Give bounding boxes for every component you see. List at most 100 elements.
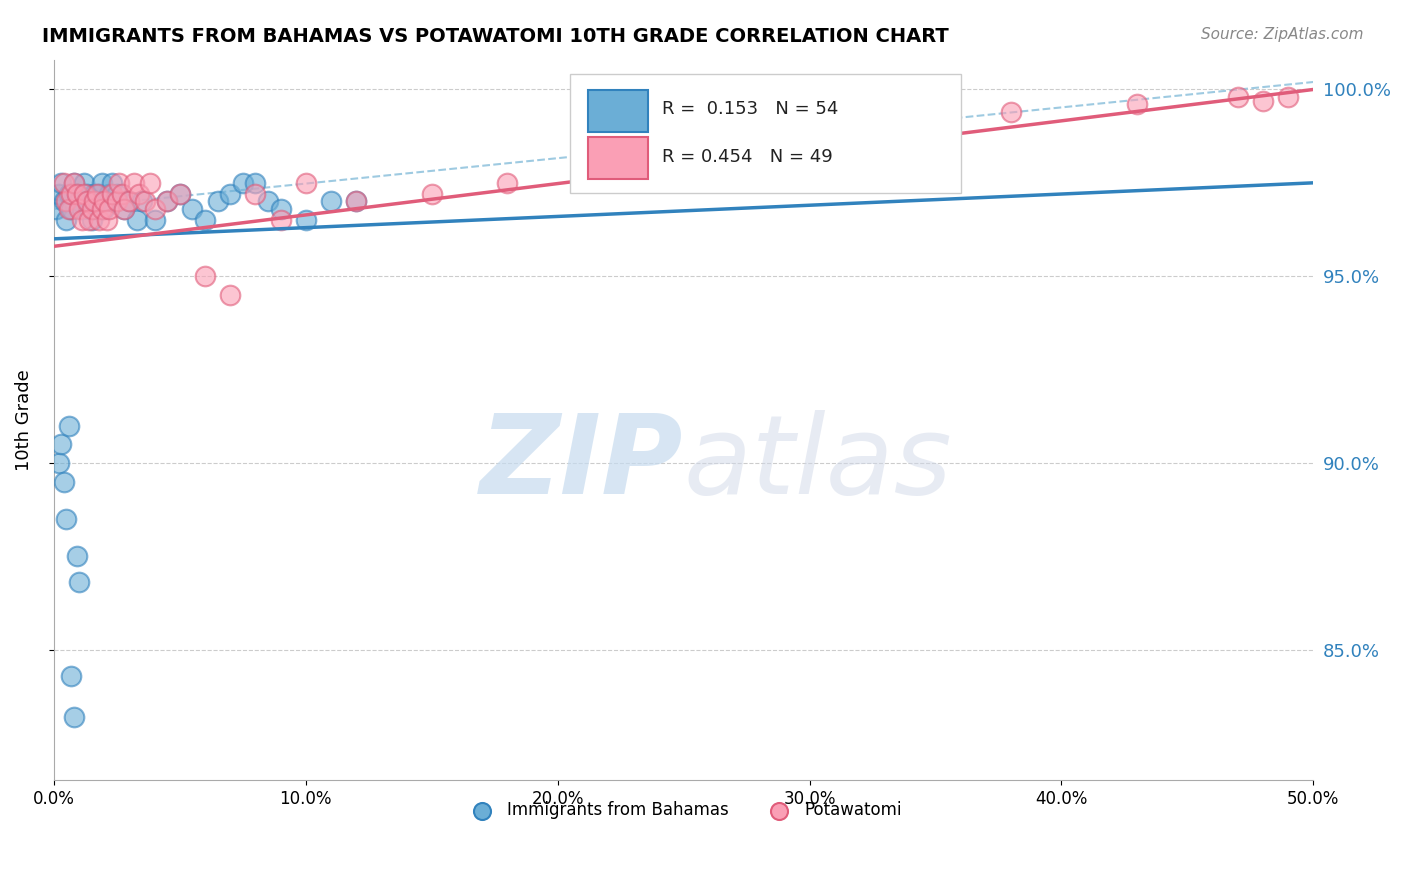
Point	[112, 202, 135, 216]
Point	[86, 194, 108, 209]
Point	[90, 202, 112, 216]
Point	[294, 213, 316, 227]
Point	[108, 176, 131, 190]
Point	[194, 213, 217, 227]
Point	[596, 157, 619, 171]
Legend: Immigrants from Bahamas, Potawatomi: Immigrants from Bahamas, Potawatomi	[458, 795, 908, 826]
Point	[80, 202, 103, 216]
Point	[98, 202, 121, 216]
Point	[90, 176, 112, 190]
Point	[270, 202, 292, 216]
Point	[420, 187, 443, 202]
Text: Source: ZipAtlas.com: Source: ZipAtlas.com	[1201, 27, 1364, 42]
Point	[60, 202, 83, 216]
Point	[143, 213, 166, 227]
Point	[111, 187, 134, 202]
Point	[67, 194, 90, 209]
Point	[77, 213, 100, 227]
Point	[270, 213, 292, 227]
Point	[67, 202, 90, 216]
Point	[73, 176, 96, 190]
Point	[73, 187, 96, 202]
Point	[76, 194, 98, 209]
Point	[77, 202, 100, 216]
Point	[65, 549, 87, 564]
Point	[100, 176, 122, 190]
Point	[169, 187, 191, 202]
Point	[134, 194, 156, 209]
Point	[207, 194, 229, 209]
Point	[48, 456, 70, 470]
Point	[93, 194, 115, 209]
Text: IMMIGRANTS FROM BAHAMAS VS POTAWATOMI 10TH GRADE CORRELATION CHART: IMMIGRANTS FROM BAHAMAS VS POTAWATOMI 10…	[42, 27, 949, 45]
FancyBboxPatch shape	[588, 137, 648, 179]
Point	[58, 202, 80, 216]
Point	[118, 194, 141, 209]
Point	[131, 194, 153, 209]
Point	[76, 187, 98, 202]
Point	[125, 213, 148, 227]
Point	[1226, 90, 1249, 104]
Point	[181, 202, 204, 216]
Point	[799, 120, 821, 134]
Point	[55, 512, 77, 526]
Point	[344, 194, 367, 209]
FancyBboxPatch shape	[571, 74, 960, 193]
Point	[143, 202, 166, 216]
Point	[1277, 90, 1299, 104]
Point	[67, 575, 90, 590]
Point	[89, 213, 111, 227]
Point	[55, 213, 77, 227]
Point	[60, 669, 83, 683]
Point	[55, 194, 77, 209]
Point	[52, 194, 75, 209]
Point	[65, 187, 87, 202]
Point	[65, 187, 87, 202]
Point	[232, 176, 254, 190]
Point	[45, 202, 67, 216]
Point	[496, 176, 519, 190]
Point	[96, 213, 118, 227]
Point	[124, 176, 146, 190]
Point	[98, 187, 121, 202]
Point	[257, 194, 280, 209]
Text: R = 0.454   N = 49: R = 0.454 N = 49	[662, 148, 832, 166]
Point	[156, 194, 179, 209]
Point	[52, 176, 75, 190]
Point	[924, 112, 946, 127]
Text: ZIP: ZIP	[479, 409, 683, 516]
Point	[52, 475, 75, 489]
Point	[80, 213, 103, 227]
Point	[169, 187, 191, 202]
Point	[70, 213, 93, 227]
Point	[1251, 94, 1274, 108]
Point	[58, 187, 80, 202]
Point	[118, 194, 141, 209]
Point	[219, 288, 242, 302]
Point	[76, 194, 98, 209]
Point	[93, 202, 115, 216]
Point	[83, 187, 105, 202]
Point	[51, 176, 73, 190]
Point	[80, 194, 103, 209]
Y-axis label: 10th Grade: 10th Grade	[15, 369, 32, 471]
Point	[86, 187, 108, 202]
Point	[89, 187, 111, 202]
Point	[105, 187, 128, 202]
Point	[1000, 104, 1022, 119]
Point	[105, 194, 128, 209]
Point	[83, 194, 105, 209]
Point	[194, 269, 217, 284]
Point	[48, 187, 70, 202]
Point	[60, 187, 83, 202]
Point	[96, 194, 118, 209]
Text: atlas: atlas	[683, 409, 952, 516]
Point	[83, 202, 105, 216]
Point	[51, 437, 73, 451]
Point	[63, 710, 86, 724]
Point	[294, 176, 316, 190]
Point	[70, 202, 93, 216]
Point	[748, 138, 770, 153]
Point	[156, 194, 179, 209]
Point	[112, 202, 135, 216]
